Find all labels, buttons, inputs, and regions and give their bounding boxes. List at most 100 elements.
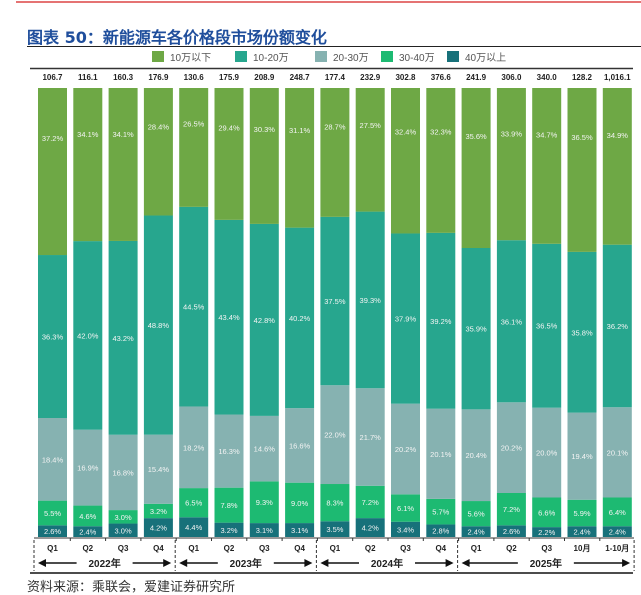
data-label: 6.1% [397, 504, 414, 513]
data-label: 5.5% [44, 509, 61, 518]
bar-segment [532, 88, 562, 244]
data-label: 16.9% [77, 464, 99, 473]
total-label: 175.9 [219, 73, 240, 82]
data-label: 43.4% [218, 313, 240, 322]
arrow-head-right [304, 559, 313, 567]
data-label: 3.2% [220, 526, 237, 535]
total-label: 130.6 [184, 73, 205, 82]
bar-segment [249, 88, 279, 224]
bar-segment [214, 487, 244, 523]
bar-segment [567, 412, 597, 500]
bar-segment [249, 415, 279, 482]
bar-segment [532, 497, 562, 528]
legend-label: 40万以上 [465, 52, 506, 64]
data-label: 19.4% [571, 452, 593, 461]
data-label: 3.1% [291, 526, 308, 535]
x-tick-label: 10月 [574, 544, 591, 553]
total-label: 208.9 [254, 73, 275, 82]
data-label: 20.2% [501, 444, 523, 453]
total-label: 1,016.1 [604, 73, 631, 82]
data-label: 26.5% [183, 120, 205, 129]
data-label: 2.4% [468, 528, 485, 537]
legend-swatch [381, 51, 393, 62]
bar-segment [320, 88, 350, 217]
bar-segment [461, 409, 491, 502]
bar-segment [391, 403, 420, 495]
arrow-head-left [320, 559, 329, 567]
arrow-head-right [445, 559, 454, 567]
data-label: 3.5% [326, 525, 343, 534]
bar-segment [285, 523, 315, 537]
x-tick-label: Q3 [259, 544, 270, 553]
bar-segment [355, 88, 385, 212]
data-label: 22.0% [324, 431, 346, 440]
data-label: 43.2% [112, 334, 134, 343]
data-label: 6.4% [609, 508, 626, 517]
data-label: 2.6% [44, 527, 61, 536]
bar-segment [355, 485, 385, 519]
bar-segment [108, 523, 138, 537]
data-label: 5.6% [468, 510, 485, 519]
data-label: 36.5% [571, 133, 593, 142]
bar-segment [73, 429, 103, 506]
data-label: 2.6% [503, 527, 520, 536]
bar-segment [143, 88, 173, 216]
data-label: 21.7% [360, 433, 382, 442]
bar-segment [602, 526, 632, 537]
year-label: 2024年 [371, 557, 403, 570]
x-tick-label: Q4 [294, 544, 305, 553]
data-label: 9.3% [256, 498, 273, 507]
data-label: 18.2% [183, 443, 205, 452]
data-label: 36.3% [42, 333, 64, 342]
data-label: 5.7% [432, 508, 449, 517]
data-label: 6.6% [538, 508, 555, 517]
bar-segment [179, 88, 209, 207]
data-label: 9.0% [291, 499, 308, 508]
data-label: 34.1% [77, 130, 99, 139]
bar-segment [179, 206, 209, 407]
bar-segment [38, 418, 67, 501]
bar-segment [38, 88, 67, 256]
data-label: 2.4% [609, 528, 626, 537]
data-label: 35.6% [465, 132, 487, 141]
data-label: 31.1% [289, 126, 311, 135]
bar-segment [249, 523, 279, 537]
x-tick-label: Q2 [224, 544, 235, 553]
data-label: 30.3% [254, 125, 276, 134]
data-label: 20.2% [395, 445, 417, 454]
year-label: 2022年 [88, 557, 120, 570]
arrow-head-left [38, 559, 46, 567]
total-label: 116.1 [78, 73, 98, 82]
arrow-head-right [622, 559, 631, 567]
bar-segment [567, 526, 597, 537]
x-tick-label: Q3 [400, 544, 411, 553]
bar-segment [496, 492, 526, 526]
bar-segment [214, 219, 244, 415]
x-tick-label: Q1 [330, 544, 341, 553]
arrow-head-left [461, 559, 470, 567]
data-label: 2.4% [79, 528, 96, 537]
bar-segment [602, 88, 632, 245]
x-tick-label: 1-10月 [605, 544, 629, 553]
total-label: 241.9 [466, 73, 487, 82]
bar-segment [214, 414, 244, 488]
data-label: 37.5% [324, 297, 346, 306]
bar-segment [426, 408, 456, 499]
total-label: 128.2 [572, 73, 593, 82]
bar-segment [532, 407, 562, 498]
bar-segment [320, 216, 350, 386]
total-label: 302.8 [395, 73, 416, 82]
bar-segment [285, 482, 315, 524]
data-label: 37.2% [42, 134, 64, 143]
year-label: 2025年 [530, 557, 562, 570]
data-label: 3.0% [115, 526, 132, 535]
data-label: 16.3% [218, 447, 240, 456]
data-label: 34.7% [536, 131, 558, 140]
year-label: 2023年 [230, 557, 262, 570]
data-label: 20.4% [465, 451, 487, 460]
x-tick-label: Q1 [188, 544, 199, 553]
bar-segment [426, 88, 456, 233]
data-label: 35.8% [571, 328, 593, 337]
data-label: 29.4% [218, 124, 240, 133]
bar-segment [391, 88, 420, 234]
